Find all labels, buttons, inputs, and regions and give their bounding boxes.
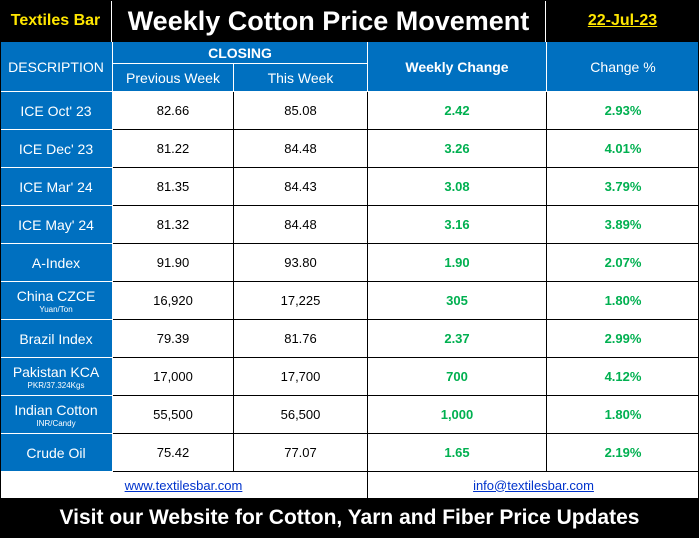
row-description-label: Brazil Index [19,330,93,347]
this-week-value: 17,225 [234,282,368,320]
column-header-this-week: This Week [234,64,368,92]
row-description-label: Indian Cotton [14,401,98,418]
table-row: ICE May' 24 81.32 84.48 3.16 3.89% [0,206,699,244]
change-pct-value: 3.89% [547,206,699,244]
row-description-label: ICE Dec' 23 [18,140,94,157]
row-description: ICE Mar' 24 [0,168,113,206]
change-pct-value: 2.19% [547,434,699,472]
table-row: Pakistan KCA PKR/37.324Kgs 17,000 17,700 700… [0,358,699,396]
previous-week-value: 17,000 [113,358,234,396]
footer-links: www.textilesbar.com info@textilesbar.com [0,472,699,498]
previous-week-value: 81.35 [113,168,234,206]
row-unit-label: PKR/37.324Kgs [27,380,85,390]
row-description: Crude Oil [0,434,113,472]
this-week-value: 81.76 [234,320,368,358]
previous-week-value: 81.22 [113,130,234,168]
row-description: Indian Cotton INR/Candy [0,396,113,434]
weekly-change-value: 3.16 [368,206,547,244]
weekly-change-value: 3.26 [368,130,547,168]
row-description-label: ICE Mar' 24 [19,178,93,195]
column-header-weekly-change: Weekly Change [368,42,547,92]
row-unit-label: INR/Candy [36,418,76,428]
website-link[interactable]: www.textilesbar.com [0,472,368,498]
change-pct-value: 4.12% [547,358,699,396]
previous-week-value: 55,500 [113,396,234,434]
row-description-label: China CZCE [16,287,96,304]
this-week-value: 77.07 [234,434,368,472]
weekly-change-value: 2.37 [368,320,547,358]
row-unit-label: Yuan/Ton [39,304,73,314]
column-header-description: DESCRIPTION [0,42,113,92]
row-description: Pakistan KCA PKR/37.324Kgs [0,358,113,396]
change-pct-value: 2.99% [547,320,699,358]
this-week-value: 84.48 [234,206,368,244]
previous-week-value: 16,920 [113,282,234,320]
row-description-label: Crude Oil [26,444,86,461]
this-week-value: 84.43 [234,168,368,206]
page-title: Weekly Cotton Price Movement [112,0,546,42]
row-description: ICE May' 24 [0,206,113,244]
table-row: Crude Oil 75.42 77.07 1.65 2.19% [0,434,699,472]
change-pct-value: 1.80% [547,282,699,320]
email-link[interactable]: info@textilesbar.com [473,477,594,493]
table-row: ICE Dec' 23 81.22 84.48 3.26 4.01% [0,130,699,168]
previous-week-value: 75.42 [113,434,234,472]
row-description: Brazil Index [0,320,113,358]
weekly-change-value: 3.08 [368,168,547,206]
this-week-value: 93.80 [234,244,368,282]
row-description: China CZCE Yuan/Ton [0,282,113,320]
table-row: Brazil Index 79.39 81.76 2.37 2.99% [0,320,699,358]
promo-banner: Visit our Website for Cotton, Yarn and F… [0,498,699,538]
table-row: A-Index 91.90 93.80 1.90 2.07% [0,244,699,282]
weekly-change-value: 1.65 [368,434,547,472]
price-table: ICE Oct' 23 82.66 85.08 2.42 2.93% ICE Dec' 2… [0,92,699,472]
table-row: ICE Oct' 23 82.66 85.08 2.42 2.93% [0,92,699,130]
row-description: ICE Dec' 23 [0,130,113,168]
weekly-change-value: 1.90 [368,244,547,282]
this-week-value: 84.48 [234,130,368,168]
previous-week-value: 81.32 [113,206,234,244]
weekly-change-value: 305 [368,282,547,320]
row-description: A-Index [0,244,113,282]
this-week-value: 17,700 [234,358,368,396]
column-group-closing: CLOSING [113,42,368,64]
change-pct-value: 1.80% [547,396,699,434]
change-pct-value: 4.01% [547,130,699,168]
column-header-change-pct: Change % [547,42,699,92]
this-week-value: 56,500 [234,396,368,434]
change-pct-value: 2.07% [547,244,699,282]
table-row: ICE Mar' 24 81.35 84.43 3.08 3.79% [0,168,699,206]
row-description-label: A-Index [31,254,81,271]
previous-week-value: 91.90 [113,244,234,282]
change-pct-value: 2.93% [547,92,699,130]
brand-label: Textiles Bar [0,0,112,42]
weekly-change-value: 1,000 [368,396,547,434]
row-description-label: ICE May' 24 [18,216,94,233]
previous-week-value: 82.66 [113,92,234,130]
row-description-label: Pakistan KCA [12,363,100,380]
change-pct-value: 3.79% [547,168,699,206]
weekly-change-value: 2.42 [368,92,547,130]
report-date: 22-Jul-23 [546,0,699,42]
column-header-previous-week: Previous Week [113,64,234,92]
table-row: Indian Cotton INR/Candy 55,500 56,500 1,000 1… [0,396,699,434]
table-row: China CZCE Yuan/Ton 16,920 17,225 305 1.80% [0,282,699,320]
weekly-change-value: 700 [368,358,547,396]
previous-week-value: 79.39 [113,320,234,358]
this-week-value: 85.08 [234,92,368,130]
row-description-label: ICE Oct' 23 [20,102,92,119]
row-description: ICE Oct' 23 [0,92,113,130]
